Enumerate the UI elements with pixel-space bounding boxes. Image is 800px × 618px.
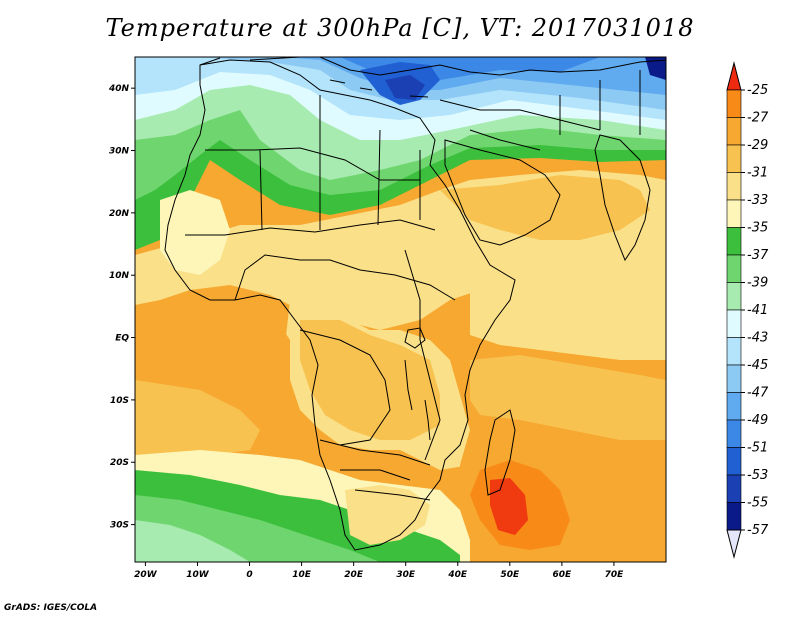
field-band-33e bbox=[470, 265, 666, 360]
plot-frame bbox=[134, 56, 667, 563]
field-band-31a bbox=[440, 175, 650, 240]
coastlines bbox=[164, 57, 666, 551]
colorbar-label-4: -33 bbox=[747, 193, 768, 208]
colorbar-label-11: -47 bbox=[747, 386, 769, 401]
colorbar-label-5: -35 bbox=[747, 221, 768, 236]
colorbar-swatch-13 bbox=[726, 447, 742, 476]
lon-tick-label-7: 50E bbox=[500, 570, 520, 580]
colorbar-swatch-5 bbox=[726, 227, 742, 256]
colorbar: -25 -27 -29 -31 -33 -35 -37 -39 -41 -43 -45 -47 -49 -… bbox=[726, 61, 769, 559]
lon-tick-label-1: 10W bbox=[186, 570, 210, 580]
latitude-axis: 40N 30N 20N 10N EQ 10S 20S 30S bbox=[108, 84, 135, 531]
india-outline bbox=[594, 134, 651, 262]
lon-tick-label-2: 0 bbox=[246, 570, 252, 580]
lon-tick-label-9: 70E bbox=[605, 570, 625, 580]
colorbar-swatch-12 bbox=[726, 419, 742, 448]
colorbar-swatch-15 bbox=[726, 502, 742, 531]
field-band-41s bbox=[135, 520, 250, 562]
colorbar-label-0: -25 bbox=[747, 83, 768, 98]
lat-tick-label-3: 10N bbox=[109, 271, 130, 281]
lat-tick-label-1: 30N bbox=[109, 147, 130, 157]
colorbar-swatch-1 bbox=[726, 117, 742, 146]
border-sahara bbox=[205, 147, 420, 181]
lat-tick-label-4: EQ bbox=[115, 334, 129, 344]
lon-tick-label-6: 40E bbox=[447, 570, 468, 580]
field-band-57 bbox=[645, 57, 666, 80]
lon-tick-label-3: 10E bbox=[292, 570, 312, 580]
border-congo bbox=[299, 329, 391, 446]
border-sahel bbox=[185, 219, 436, 236]
colorbar-label-8: -41 bbox=[747, 303, 768, 318]
colorbar-label-10: -45 bbox=[747, 358, 768, 373]
field-band-29 bbox=[300, 320, 440, 440]
colorbar-label-6: -37 bbox=[747, 248, 769, 263]
colorbar-swatch-0 bbox=[726, 89, 742, 118]
lat-tick-label-6: 20S bbox=[110, 458, 129, 468]
longitude-axis: 20W 10W 0 10E 20E 30E 40E 50E 60E 70E bbox=[134, 562, 624, 580]
lake-malawi bbox=[424, 399, 431, 441]
colorbar-label-7: -39 bbox=[747, 276, 768, 291]
field-band-southafrica-warm bbox=[345, 485, 430, 545]
lat-tick-label-7: 30S bbox=[110, 521, 129, 531]
colorbar-label-3: -31 bbox=[747, 166, 768, 181]
border-middle-east bbox=[439, 99, 601, 151]
arabian-peninsula bbox=[444, 139, 561, 246]
lon-tick-label-5: 30E bbox=[396, 570, 416, 580]
lake-tanganyika bbox=[404, 359, 413, 411]
colorbar-swatch-2 bbox=[726, 144, 742, 173]
colorbar-label-14: -53 bbox=[747, 468, 768, 483]
lat-tick-label-2: 20N bbox=[109, 209, 130, 219]
lon-tick-label-0: 20W bbox=[134, 570, 158, 580]
field-band-25 bbox=[490, 478, 528, 535]
colorbar-swatch-9 bbox=[726, 337, 742, 366]
border-east bbox=[404, 249, 441, 461]
colorbar-label-15: -55 bbox=[747, 496, 768, 511]
field-band-35 bbox=[160, 190, 230, 275]
lake-victoria bbox=[404, 327, 426, 349]
field-band-31d bbox=[135, 380, 260, 460]
lat-tick-label-5: 10S bbox=[110, 396, 129, 406]
colorbar-top-triangle bbox=[726, 61, 742, 91]
colorbar-swatch-3 bbox=[726, 172, 742, 201]
lon-tick-label-8: 60E bbox=[553, 570, 573, 580]
africa-coastline bbox=[164, 59, 516, 551]
grads-credit: GrADS: IGES/COLA bbox=[4, 603, 98, 613]
madagascar bbox=[484, 409, 516, 496]
colorbar-swatch-7 bbox=[726, 282, 742, 311]
colorbar-label-9: -43 bbox=[747, 331, 768, 346]
temperature-field bbox=[135, 57, 666, 562]
border-central bbox=[234, 254, 456, 301]
colorbar-swatch-11 bbox=[726, 392, 742, 421]
map-title: Temperature at 300hPa [C], VT: 201703101… bbox=[105, 14, 695, 42]
colorbar-label-2: -29 bbox=[747, 138, 768, 153]
colorbar-swatch-10 bbox=[726, 364, 742, 393]
colorbar-swatch-4 bbox=[726, 199, 742, 228]
field-band-31e bbox=[470, 355, 666, 440]
colorbar-swatch-14 bbox=[726, 474, 742, 503]
lat-tick-label-0: 40N bbox=[108, 84, 130, 94]
border-asia bbox=[559, 70, 641, 135]
colorbar-label-1: -27 bbox=[747, 111, 769, 126]
colorbar-swatch-8 bbox=[726, 309, 742, 338]
colorbar-swatch-6 bbox=[726, 254, 742, 283]
colorbar-label-13: -51 bbox=[747, 441, 768, 456]
field-band-55 bbox=[385, 75, 425, 100]
border-southern bbox=[319, 439, 431, 501]
colorbar-label-16: -57 bbox=[747, 523, 769, 538]
mediterranean-islands bbox=[329, 79, 429, 98]
colorbar-bottom-triangle bbox=[726, 529, 742, 559]
colorbar-label-12: -49 bbox=[747, 413, 768, 428]
lon-tick-label-4: 20E bbox=[344, 570, 364, 580]
border-north-south bbox=[259, 95, 421, 231]
